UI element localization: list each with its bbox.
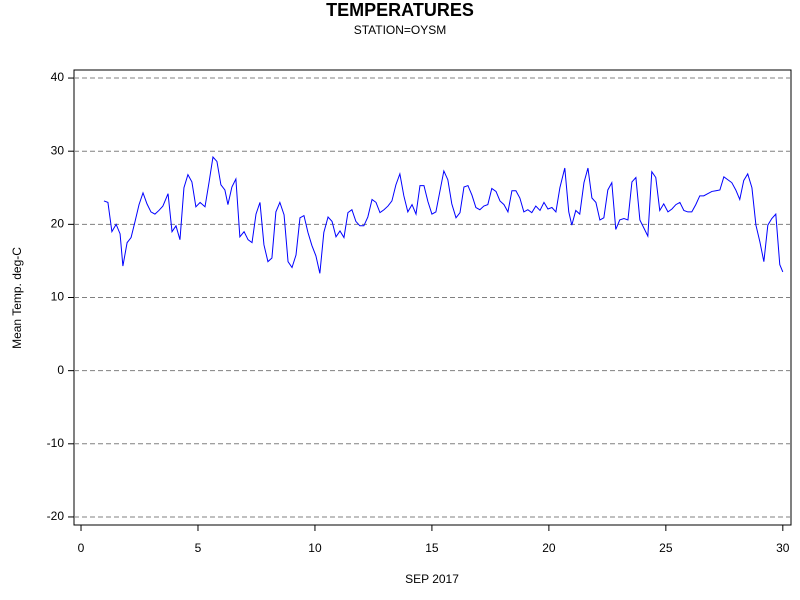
chart-title: TEMPERATURES [326, 0, 474, 20]
x-tick-label: 20 [542, 541, 556, 555]
y-tick-label: 40 [51, 70, 65, 84]
x-tick-label: 30 [776, 541, 790, 555]
y-tick-label: 0 [57, 363, 64, 377]
chart-subtitle: STATION=OYSM [354, 23, 447, 37]
x-tick-label: 5 [195, 541, 202, 555]
y-tick-label: 20 [51, 217, 65, 231]
y-axis-label: Mean Temp. deg-C [10, 247, 24, 349]
y-tick-label: 10 [51, 290, 65, 304]
x-tick-label: 0 [78, 541, 85, 555]
y-tick-label: 30 [51, 143, 65, 157]
y-tick-label: -10 [47, 436, 65, 450]
x-tick-label: 25 [659, 541, 673, 555]
x-axis-label: SEP 2017 [405, 572, 459, 586]
x-tick-label: 10 [308, 541, 322, 555]
x-tick-label: 15 [425, 541, 439, 555]
y-tick-label: -20 [47, 509, 65, 523]
temperature-line [103, 155, 784, 274]
